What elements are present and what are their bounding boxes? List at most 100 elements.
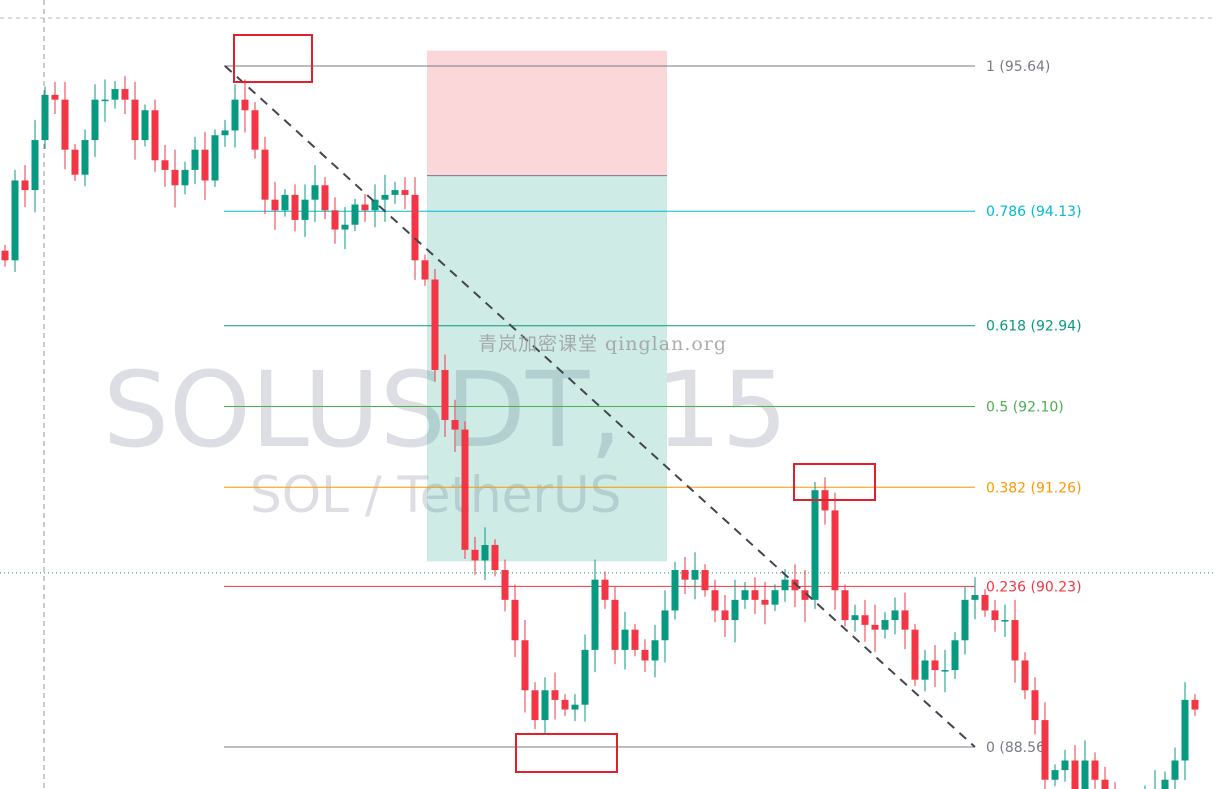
candle: [591, 559, 599, 673]
candle: [1021, 652, 1029, 700]
candle: [281, 189, 289, 217]
candle: [871, 604, 879, 652]
watermark-pair: SOL / TetherUS: [250, 466, 621, 524]
fib-retracement[interactable]: 1 (95.64) 0.786 (94.13) 0.618 (92.94) 0.5 (…: [0, 59, 1216, 756]
candle: [1011, 599, 1019, 683]
candle: [1191, 694, 1199, 716]
candle-body: [481, 545, 489, 561]
candle: [1161, 771, 1169, 789]
candle: [11, 169, 19, 272]
candle-body: [401, 190, 409, 195]
candle-body: [151, 110, 159, 161]
candle-body: [471, 549, 479, 561]
candle-body: [181, 169, 189, 186]
annotation-boxes[interactable]: [233, 34, 876, 773]
candle: [271, 181, 279, 230]
candle-body: [651, 640, 659, 661]
candle-body: [611, 599, 619, 650]
candle: [571, 694, 579, 722]
candle-body: [351, 204, 359, 225]
candle: [481, 527, 489, 580]
candle: [441, 354, 449, 437]
candle: [191, 136, 199, 185]
candle-body: [721, 610, 729, 621]
candle-body: [231, 99, 239, 131]
fib-label-1: 1 (95.64): [986, 59, 1050, 75]
candle-body: [461, 429, 469, 550]
candle: [771, 584, 779, 612]
candle: [1114, 782, 1116, 789]
candle-body: [791, 579, 799, 591]
candle: [1001, 604, 1009, 637]
candle: [1171, 747, 1179, 789]
candle-body: [521, 640, 529, 691]
candle: [841, 584, 849, 627]
candle-body: [621, 629, 629, 650]
candle: [631, 623, 639, 657]
candle: [471, 536, 479, 575]
candle: [1154, 770, 1156, 789]
candle: [681, 557, 689, 594]
candle-body: [801, 590, 809, 600]
candle-body: [41, 94, 49, 141]
highlight-box: [515, 733, 618, 773]
candle-body: [211, 135, 219, 181]
candle-body: [901, 610, 909, 630]
candle-body: [161, 160, 169, 170]
candle-body: [271, 199, 279, 211]
candle-body: [761, 599, 769, 605]
short-position-tool[interactable]: [427, 50, 667, 562]
candle-body: [501, 570, 509, 600]
candle-body: [561, 699, 569, 710]
candle-body: [581, 649, 589, 705]
candle: [801, 570, 809, 623]
candle: [361, 193, 369, 222]
candle: [941, 649, 949, 693]
candle: [961, 586, 969, 655]
candle: [891, 597, 899, 635]
candle-body: [221, 130, 229, 136]
candle: [1181, 682, 1189, 781]
candle: [1071, 745, 1079, 789]
candle: [751, 577, 759, 615]
candle: [641, 639, 649, 673]
candle-body: [971, 595, 979, 600]
candle: [421, 254, 429, 286]
candle-body: [331, 210, 339, 230]
candle-body: [551, 690, 559, 700]
candle: [321, 177, 329, 220]
trendline[interactable]: [224, 65, 976, 748]
candle: [331, 197, 339, 244]
candle: [1041, 702, 1049, 789]
candle-body: [921, 660, 929, 680]
candle: [991, 599, 999, 632]
candle-body: [81, 140, 89, 175]
candle: [291, 184, 299, 232]
candle-body: [741, 590, 749, 600]
candle-body: [61, 99, 69, 150]
candle-body: [201, 149, 209, 181]
candle: [121, 76, 129, 114]
candle-body: [121, 89, 129, 100]
candle-body: [781, 579, 789, 591]
candle-body: [1011, 620, 1019, 661]
candle: [951, 632, 959, 680]
candle: [351, 198, 359, 232]
candle-body: [171, 169, 179, 186]
candle-body: [441, 369, 449, 420]
candle-body: [881, 620, 889, 630]
candle: [921, 649, 929, 692]
candle-body: [311, 185, 319, 200]
candle-body: [421, 260, 429, 280]
candle: [31, 119, 39, 213]
candle-body: [841, 590, 849, 621]
fib-label-0.382: 0.382 (91.26): [986, 480, 1082, 496]
candle: [1031, 677, 1039, 735]
candle-body: [531, 690, 539, 721]
candle: [541, 677, 549, 735]
candle-body: [631, 629, 639, 650]
highlight-box: [793, 463, 876, 501]
candle: [341, 206, 349, 250]
candle-body: [951, 640, 959, 671]
